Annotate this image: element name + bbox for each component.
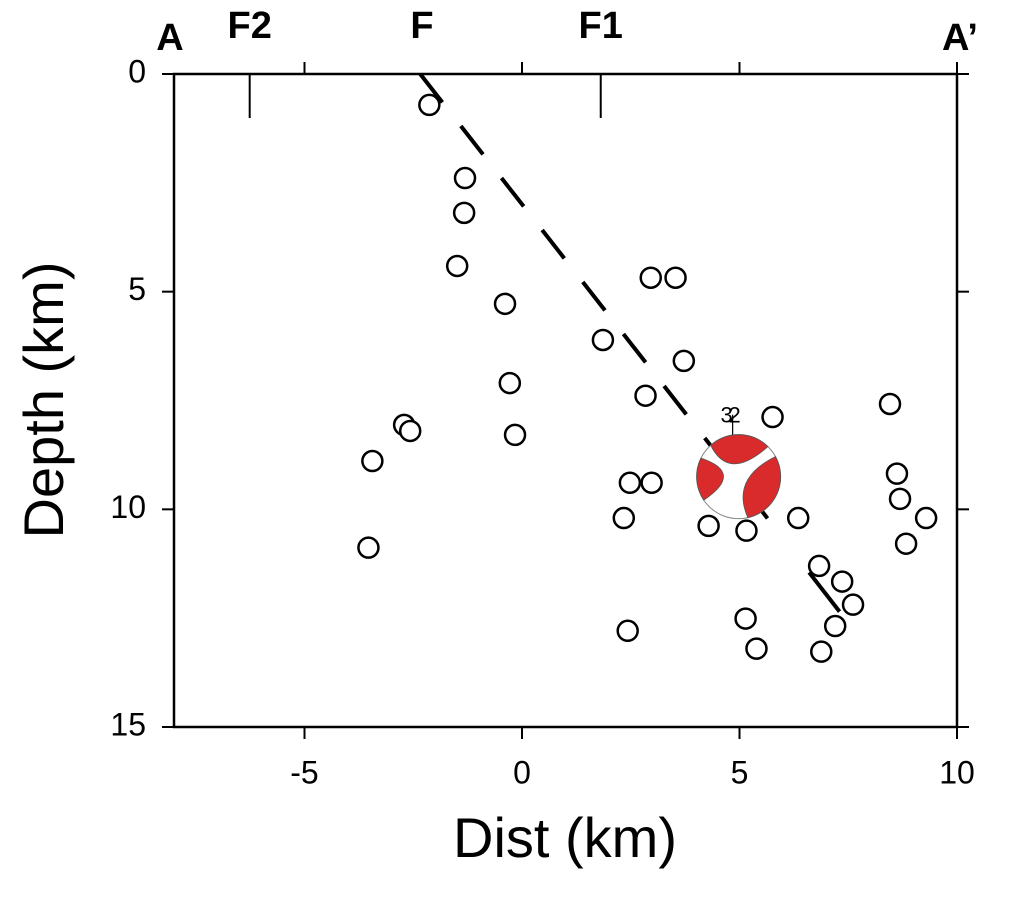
hypocenter xyxy=(841,593,865,616)
hypocenter xyxy=(914,506,938,530)
hypocenter xyxy=(639,266,663,289)
hypocenter xyxy=(878,392,902,416)
profile-marker-label: F xyxy=(410,5,433,47)
hypocenter xyxy=(830,570,854,593)
x-axis-label: Dist (km) xyxy=(453,806,677,869)
hypocenter xyxy=(503,423,527,447)
profile-marker-label: F1 xyxy=(579,5,623,47)
plot-frame xyxy=(172,72,959,729)
hypocenter xyxy=(672,349,696,373)
hypocenter xyxy=(361,449,384,473)
hypocenter xyxy=(735,519,758,542)
hypocenter xyxy=(810,640,833,663)
hypocenter xyxy=(616,619,639,643)
hypocenter xyxy=(398,419,422,443)
beachball-quadrant xyxy=(742,456,782,519)
beachball-quadrant xyxy=(696,457,724,501)
x-tick-label: 0 xyxy=(513,754,531,790)
x-tick-label: 10 xyxy=(939,754,975,790)
profile-end: A’ xyxy=(942,17,978,59)
hypocenter xyxy=(591,328,615,352)
hypocenter xyxy=(697,514,720,538)
fault-line xyxy=(807,571,842,613)
y-axis-label: Depth (km) xyxy=(12,262,75,539)
x-tick-label: -5 xyxy=(290,754,318,790)
beachball-quadrant xyxy=(710,434,769,465)
profile-marker-label: F2 xyxy=(228,5,272,47)
hypocenter xyxy=(618,471,642,495)
hypocenter xyxy=(894,532,918,555)
hypocenter xyxy=(888,487,912,511)
hypocenter xyxy=(445,254,469,278)
y-tick-label: 5 xyxy=(128,271,146,307)
hypocenter xyxy=(734,607,757,630)
hypocenter xyxy=(498,371,522,395)
focal-mechanism: 32 xyxy=(696,402,782,520)
y-tick-label: 0 xyxy=(128,53,146,89)
hypocenter xyxy=(745,637,768,660)
hypocenter xyxy=(786,506,810,530)
hypocenter xyxy=(761,405,784,429)
beachball-label: 2 xyxy=(729,402,741,427)
y-tick-label: 10 xyxy=(110,489,146,525)
x-tick-label: 5 xyxy=(731,754,749,790)
hypocenter xyxy=(493,292,517,316)
hypocenter xyxy=(640,471,663,495)
beachball-label: 3 xyxy=(721,402,733,427)
hypocenter xyxy=(453,166,477,190)
hypocenter xyxy=(823,614,847,638)
hypocenter xyxy=(807,554,831,578)
hypocenter xyxy=(357,536,380,559)
hypocenter xyxy=(612,506,636,530)
y-tick-label: 15 xyxy=(110,706,146,742)
hypocenter xyxy=(634,384,657,407)
hypocenter xyxy=(452,201,476,225)
hypocenter xyxy=(664,266,687,289)
hypocenter xyxy=(418,93,441,117)
profile-start: A xyxy=(156,17,183,59)
hypocenter xyxy=(885,462,909,485)
